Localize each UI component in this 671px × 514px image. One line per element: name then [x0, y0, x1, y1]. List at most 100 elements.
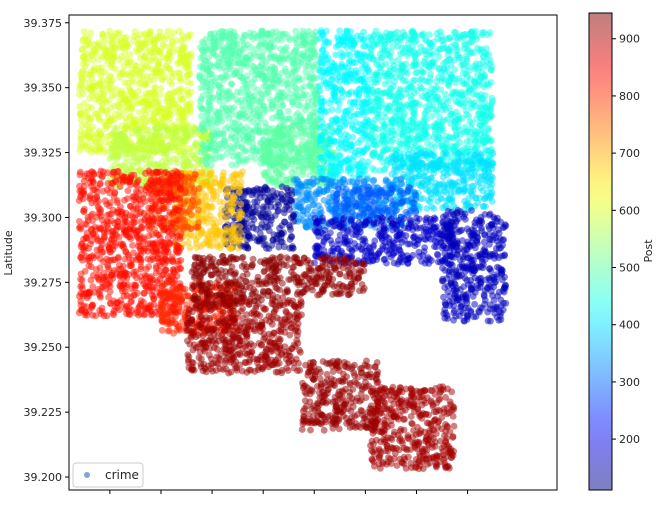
scatter-point: [153, 160, 161, 168]
scatter-point: [174, 60, 182, 67]
scatter-point: [122, 150, 130, 158]
scatter-point: [396, 98, 403, 106]
scatter-point: [450, 254, 458, 261]
scatter-point: [302, 223, 310, 230]
scatter-point: [383, 259, 390, 267]
scatter-point: [483, 45, 490, 52]
scatter-point: [369, 140, 377, 148]
scatter-point: [472, 194, 479, 202]
scatter-point: [161, 153, 169, 161]
scatter-point: [460, 65, 467, 72]
scatter-point: [437, 188, 445, 195]
scatter-point: [285, 115, 293, 123]
scatter-point: [430, 89, 438, 97]
scatter-point: [228, 161, 236, 169]
scatter-points: [75, 27, 510, 473]
scatter-point: [224, 47, 232, 55]
scatter-point: [121, 78, 128, 86]
scatter-point: [301, 39, 309, 47]
scatter-point: [161, 106, 169, 113]
scatter-point: [197, 112, 205, 120]
scatter-point: [387, 35, 394, 43]
scatter-point: [342, 107, 350, 115]
scatter-point: [455, 117, 463, 125]
scatter-point: [211, 155, 219, 163]
scatter-point: [265, 177, 272, 185]
scatter-point: [463, 111, 470, 118]
scatter-point: [475, 149, 483, 157]
scatter-point: [462, 52, 470, 60]
scatter-point: [328, 106, 336, 113]
scatter-point: [387, 138, 395, 146]
scatter-point: [317, 154, 325, 162]
scatter-point: [182, 106, 190, 114]
scatter-point: [416, 163, 424, 170]
scatter-point: [181, 148, 188, 156]
scatter-point: [344, 132, 352, 140]
scatter-point: [315, 218, 323, 226]
scatter-point: [236, 110, 244, 117]
scatter-point: [122, 95, 129, 103]
scatter-point: [446, 134, 454, 141]
scatter-point: [412, 60, 419, 68]
scatter-point: [260, 141, 267, 149]
scatter-point: [478, 123, 486, 130]
scatter-point: [437, 195, 445, 203]
scatter-point: [434, 250, 441, 258]
scatter-point: [259, 153, 267, 161]
scatter-point: [316, 35, 324, 42]
scatter-point: [327, 236, 334, 244]
scatter-point: [299, 27, 307, 35]
scatter-point: [199, 120, 206, 127]
scatter-point: [409, 166, 417, 174]
scatter-point: [268, 76, 276, 83]
scatter-point: [385, 250, 393, 258]
scatter-point: [463, 138, 471, 146]
scatter-point: [305, 27, 312, 35]
scatter-point: [130, 78, 137, 85]
scatter-point: [146, 101, 154, 109]
scatter-point: [203, 87, 211, 95]
scatter-point: [475, 308, 482, 315]
scatter-point: [429, 217, 437, 224]
scatter-point: [233, 161, 240, 169]
scatter-point: [173, 159, 181, 167]
scatter-point: [370, 71, 378, 79]
scatter-point: [422, 50, 430, 57]
scatter-point: [215, 82, 223, 89]
scatter-point: [337, 85, 344, 93]
scatter-point: [281, 92, 288, 100]
scatter-point: [136, 31, 144, 39]
scatter-point: [285, 157, 292, 165]
scatter-point: [310, 112, 317, 120]
scatter-point: [466, 151, 473, 159]
scatter-point: [382, 29, 390, 37]
scatter-point: [227, 125, 235, 133]
scatter-point: [354, 139, 362, 147]
scatter-point: [353, 32, 361, 40]
scatter-point: [336, 27, 344, 35]
scatter-point: [418, 75, 425, 82]
scatter-point: [265, 44, 273, 52]
scatter-point: [324, 122, 332, 130]
scatter-point: [419, 179, 426, 187]
scatter-point: [446, 78, 453, 86]
scatter-point: [148, 49, 156, 56]
scatter-point: [378, 54, 385, 62]
scatter-point: [404, 225, 412, 232]
scatter-point: [108, 43, 116, 51]
scatter-point: [404, 259, 412, 267]
scatter-point: [231, 134, 238, 142]
scatter-point: [213, 120, 220, 127]
scatter-point: [452, 47, 460, 55]
scatter-point: [229, 119, 237, 127]
scatter-point: [377, 229, 385, 237]
scatter-point: [136, 76, 144, 83]
scatter-point: [125, 69, 133, 77]
scatter-point: [422, 216, 430, 224]
scatter-point: [347, 169, 354, 177]
scatter-point: [413, 218, 421, 225]
scatter-point: [358, 100, 366, 108]
scatter-point: [307, 80, 315, 87]
scatter-point: [411, 99, 419, 107]
